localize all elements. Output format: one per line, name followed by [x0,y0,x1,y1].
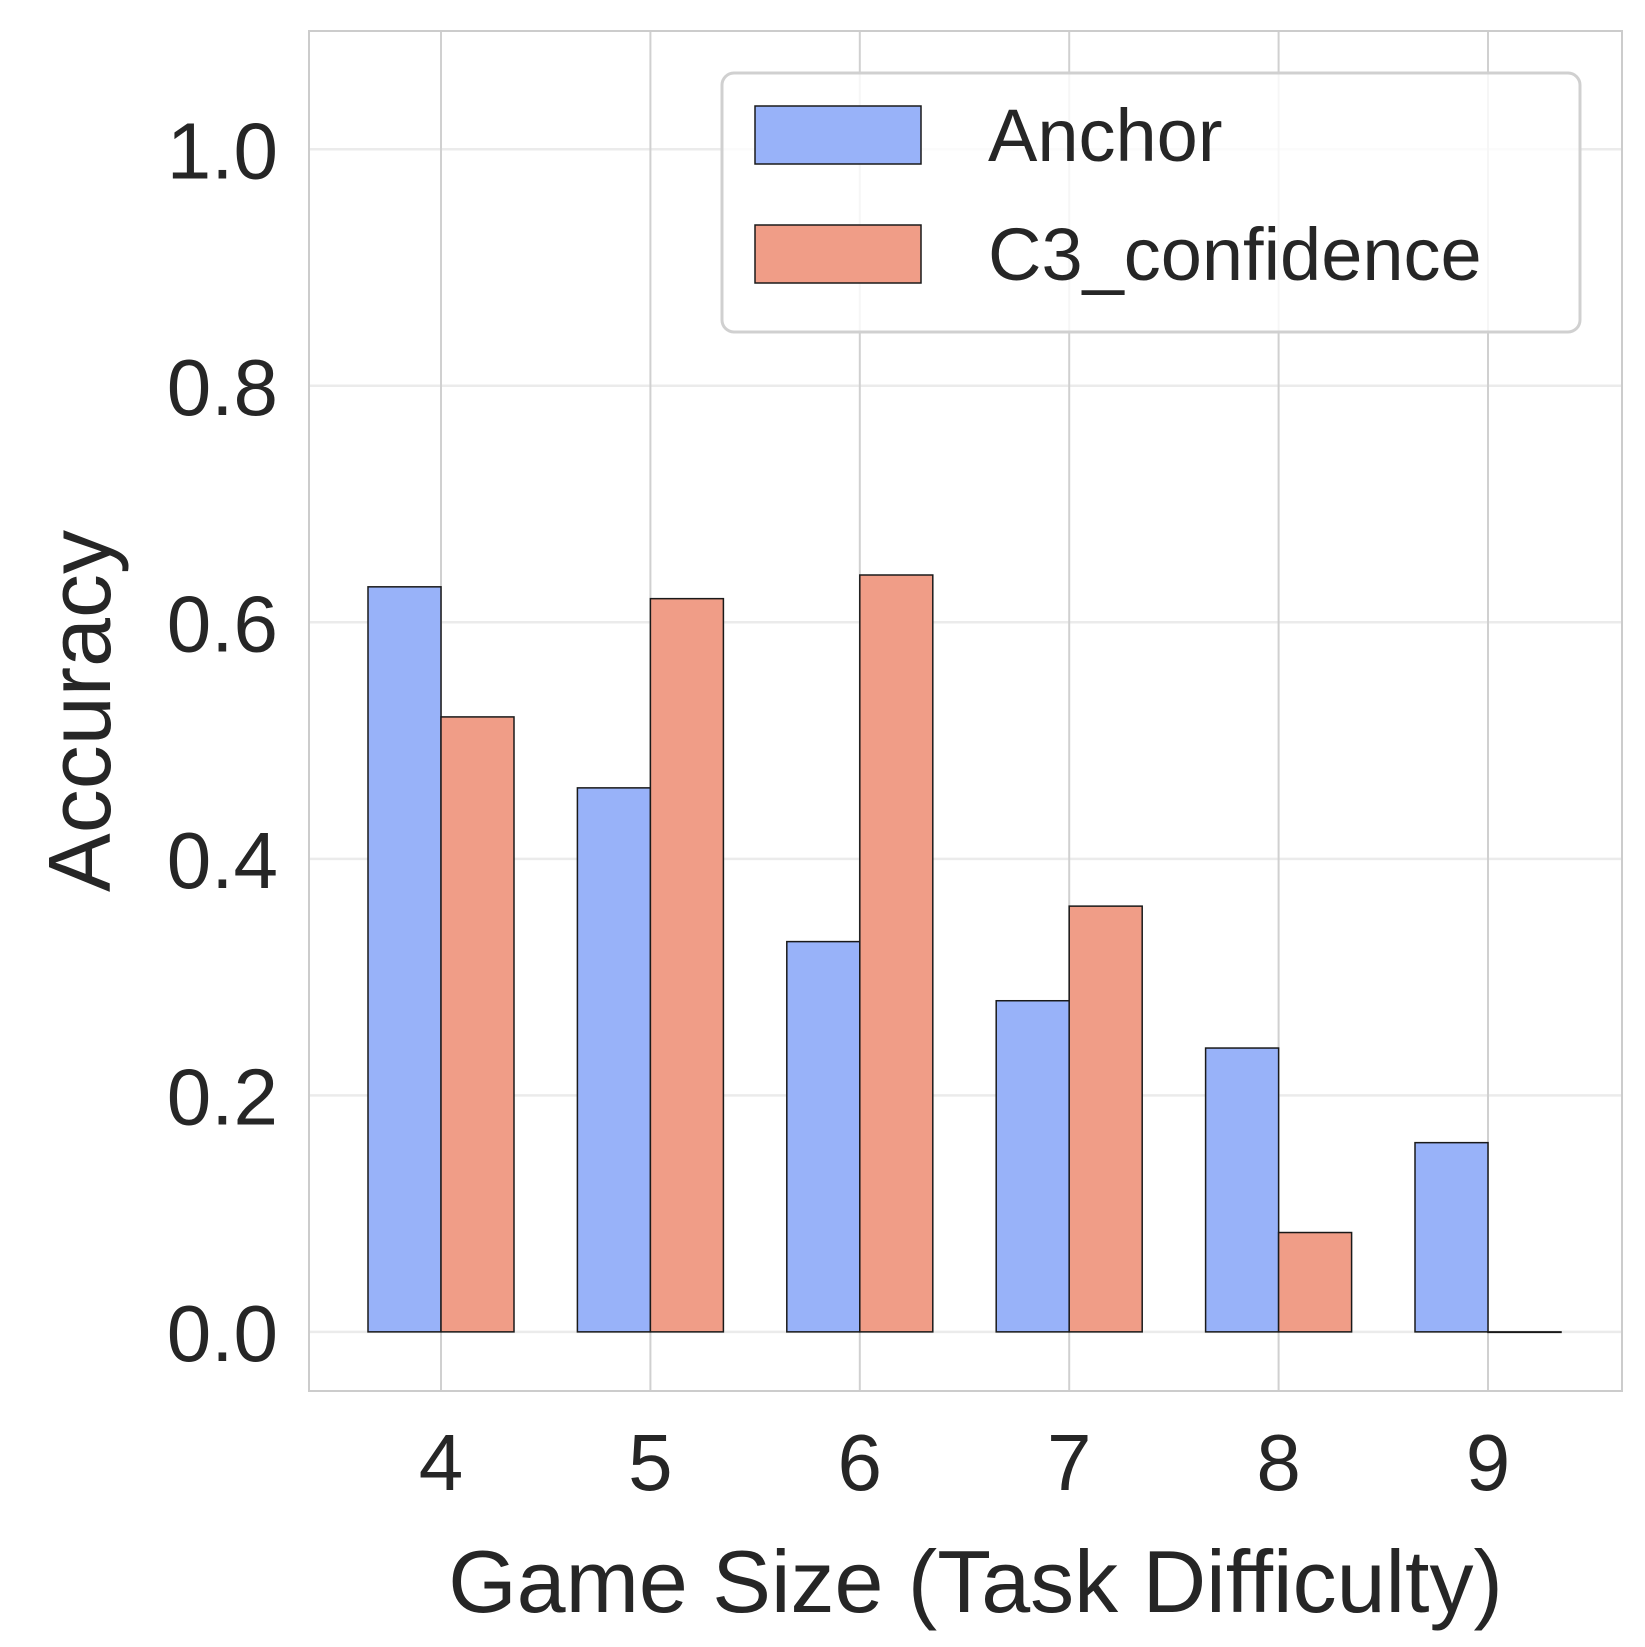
y-tick-labels: 0.0 0.2 0.4 0.6 0.8 1.0 [167,106,278,1378]
x-tick-label: 7 [1047,1418,1092,1507]
bar-anchor-8 [1204,1047,1280,1333]
bar-c3-confidence-5 [649,597,725,1333]
bar-c3-confidence-8 [1277,1231,1353,1333]
bar-c3-confidence-7 [1068,905,1143,1333]
x-axis-label: Game Size (Task Difficulty) [448,1532,1503,1631]
legend-box [720,71,1582,334]
y-tick-label: 0.6 [167,579,278,668]
y-tick-label: 0.2 [167,1052,278,1141]
legend-swatch-anchor [754,105,922,165]
plot-frame [308,30,1623,1392]
y-tick-label: 0.8 [167,343,278,432]
legend-label-anchor: Anchor [988,94,1222,177]
x-tick-label: 9 [1466,1418,1511,1507]
bar-c3-confidence-9 [1487,1331,1562,1334]
y-tick-label: 0.0 [167,1289,278,1378]
legend: Anchor C3_confidence [720,71,1582,334]
y-axis-label: Accuracy [30,530,129,892]
legend-label-c3-confidence: C3_confidence [988,213,1482,296]
y-tick-label: 0.4 [167,816,278,905]
x-tick-labels: 4 5 6 7 8 9 [419,1418,1511,1507]
x-tick-label: 5 [628,1418,673,1507]
legend-swatch-c3-confidence [754,224,922,284]
bar-c3-confidence-6 [859,574,934,1333]
x-tick-label: 4 [419,1418,464,1507]
y-tick-label: 1.0 [167,106,278,195]
bars [367,574,1562,1334]
bar-anchor-4 [367,586,442,1333]
bar-c3-confidence-4 [440,716,515,1333]
bar-anchor-7 [995,999,1070,1333]
x-tick-label: 6 [838,1418,883,1507]
bar-anchor-9 [1414,1141,1489,1333]
bar-anchor-6 [786,940,861,1333]
bar-anchor-5 [576,787,652,1333]
x-tick-label: 8 [1256,1418,1301,1507]
